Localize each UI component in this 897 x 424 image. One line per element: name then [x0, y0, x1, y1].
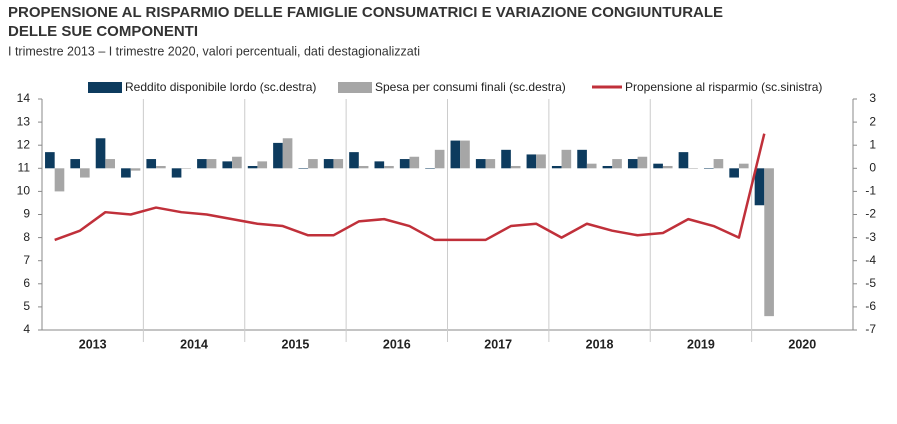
y-tick-label: 9: [23, 207, 30, 221]
bar: [384, 165, 394, 169]
bar: [434, 149, 445, 169]
x-tick-label: 2020: [788, 337, 816, 351]
legend-label: Propensione al risparmio (sc.sinistra): [625, 80, 822, 94]
bar: [273, 142, 283, 169]
y2-tick-label: -5: [865, 276, 876, 290]
bar: [425, 168, 435, 169]
bar: [703, 168, 714, 169]
bar: [662, 165, 673, 169]
bar: [526, 154, 537, 169]
bar: [764, 168, 774, 317]
y-tick-label: 10: [17, 184, 31, 198]
bar: [298, 168, 309, 169]
chart-title: DELLE SUE COMPONENTI: [8, 23, 198, 40]
bar: [561, 149, 572, 169]
bar: [54, 168, 65, 192]
bar: [232, 156, 242, 169]
bar: [450, 140, 461, 169]
y-tick-label: 7: [23, 253, 30, 267]
bar: [678, 152, 689, 169]
bar: [206, 159, 217, 169]
x-tick-label: 2017: [484, 337, 512, 351]
chart-title: PROPENSIONE AL RISPARMIO DELLE FAMIGLIE …: [8, 4, 723, 21]
y2-tick-label: -7: [865, 322, 876, 336]
bar: [323, 159, 334, 169]
bar: [475, 159, 486, 169]
x-tick-label: 2018: [586, 337, 614, 351]
bar: [729, 168, 739, 178]
bar: [358, 165, 369, 169]
bar: [222, 161, 233, 169]
bar: [146, 159, 157, 169]
x-tick-label: 2014: [180, 337, 208, 351]
y-tick-label: 4: [23, 322, 30, 336]
y-tick-label: 12: [17, 137, 31, 151]
legend-label: Reddito disponibile lordo (sc.destra): [125, 80, 316, 94]
legend-swatch: [88, 82, 122, 93]
y-tick-label: 13: [17, 114, 31, 128]
legend-swatch: [338, 82, 372, 93]
x-tick-label: 2019: [687, 337, 715, 351]
bar: [308, 159, 318, 169]
bar: [713, 159, 724, 169]
bar: [399, 159, 410, 169]
bar: [551, 165, 562, 169]
bar: [333, 159, 344, 169]
bar: [536, 154, 546, 169]
bar: [485, 159, 496, 169]
y-tick-label: 14: [17, 91, 31, 105]
bar: [653, 163, 663, 169]
y-tick-label: 11: [18, 160, 31, 174]
bar: [586, 163, 597, 169]
bar: [612, 159, 622, 169]
y2-tick-label: 2: [869, 114, 876, 128]
bar: [627, 159, 638, 169]
bar: [409, 156, 420, 169]
bar: [247, 165, 258, 169]
y-tick-label: 5: [23, 299, 30, 313]
y2-tick-label: -1: [865, 184, 876, 198]
y-tick-label: 6: [23, 276, 30, 290]
y2-tick-label: 1: [869, 137, 876, 151]
y2-tick-label: -2: [865, 207, 876, 221]
bar: [738, 163, 749, 169]
bar: [510, 165, 521, 169]
bar: [45, 152, 55, 169]
bar: [105, 159, 115, 169]
bar: [460, 140, 470, 169]
y2-tick-label: -6: [865, 299, 876, 313]
y2-tick-label: 0: [869, 160, 876, 174]
bar: [501, 149, 511, 169]
x-tick-label: 2013: [79, 337, 107, 351]
bar: [197, 159, 207, 169]
bar: [181, 168, 192, 169]
bar: [282, 138, 293, 169]
x-tick-label: 2016: [383, 337, 411, 351]
bar: [577, 149, 587, 169]
y2-tick-label: -4: [865, 253, 876, 267]
bar: [130, 168, 141, 171]
bar: [95, 138, 106, 169]
x-tick-label: 2015: [282, 337, 310, 351]
y2-tick-label: -3: [865, 230, 876, 244]
bar: [754, 168, 765, 206]
bar: [80, 168, 90, 178]
bar: [349, 152, 359, 169]
bar: [257, 161, 268, 169]
chart-subtitle: I trimestre 2013 – I trimestre 2020, val…: [8, 44, 420, 58]
line: [54, 133, 766, 242]
y-tick-label: 8: [23, 230, 30, 244]
legend-label: Spesa per consumi finali (sc.destra): [375, 80, 566, 94]
bar: [70, 159, 81, 169]
bar: [156, 165, 166, 169]
y2-tick-label: 3: [869, 91, 876, 105]
bar: [171, 168, 182, 178]
bar: [374, 161, 385, 169]
bar: [602, 165, 613, 169]
bar: [121, 168, 131, 178]
bar: [637, 156, 648, 169]
bar: [688, 168, 698, 169]
